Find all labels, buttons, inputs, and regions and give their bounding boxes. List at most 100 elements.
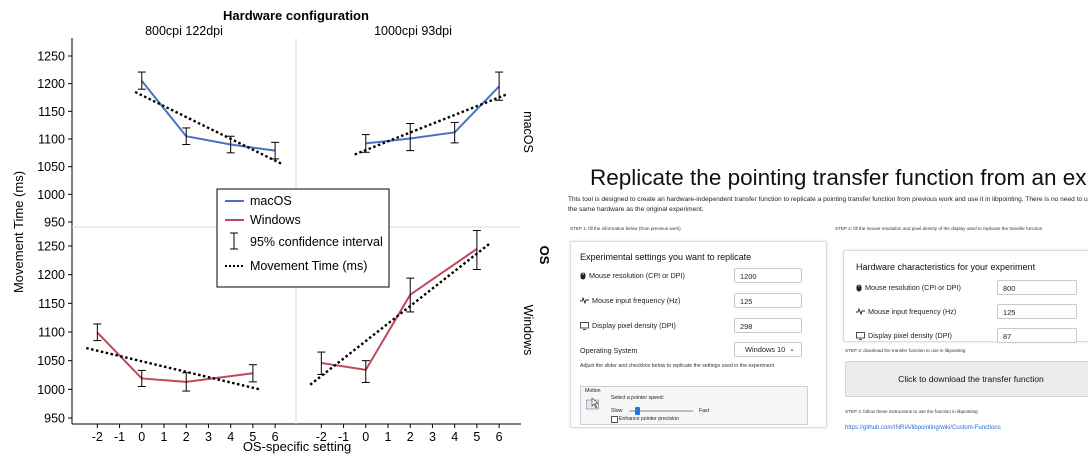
series-line bbox=[365, 85, 500, 145]
series-line bbox=[96, 331, 254, 383]
y-tick-label: 1150 bbox=[38, 105, 65, 119]
exp-os-label: Operating System bbox=[580, 346, 638, 355]
x-tick-label: 1 bbox=[385, 430, 392, 444]
exp-pixel-density-text: Display pixel density (DPI) bbox=[592, 321, 676, 330]
legend-box bbox=[216, 188, 390, 288]
experimental-settings-card: Experimental settings you want to replic… bbox=[570, 241, 827, 428]
error-bar bbox=[472, 230, 481, 271]
intro-text: This tool is designed to create an hardw… bbox=[568, 196, 1088, 213]
error-bar bbox=[137, 369, 146, 387]
y-tick-label: 1000 bbox=[37, 383, 65, 397]
experimental-settings-title: Experimental settings you want to replic… bbox=[580, 252, 752, 262]
error-bar bbox=[361, 360, 370, 383]
y-tick-label: 950 bbox=[44, 412, 65, 426]
enhance-precision-checkbox[interactable] bbox=[611, 416, 618, 423]
y-tick-label: 1050 bbox=[37, 160, 65, 174]
hw-input-frequency-label: Mouse input frequency (Hz) bbox=[856, 307, 956, 316]
download-transfer-function-button[interactable]: Click to download the transfer function bbox=[845, 361, 1088, 397]
pointer-speed-slider[interactable] bbox=[629, 406, 693, 415]
x-tick-label: 6 bbox=[496, 430, 503, 444]
exp-pixel-density-label: Display pixel density (DPI) bbox=[580, 321, 676, 330]
fit-line bbox=[309, 242, 491, 386]
motion-control-group: Motion Select a pointer speed: Slow Fast… bbox=[580, 386, 808, 425]
series-line bbox=[140, 80, 276, 152]
slider-slow-label: Slow bbox=[611, 408, 623, 414]
row-label-windows: Windows bbox=[521, 305, 535, 356]
slider-fast-label: Fast bbox=[699, 408, 710, 414]
row-label-macos: macOS bbox=[521, 111, 535, 153]
legend-ci-swatch bbox=[230, 232, 238, 250]
x-tick-label: -2 bbox=[92, 430, 103, 444]
y-tick-label: 1250 bbox=[37, 50, 65, 64]
x-tick-label: 4 bbox=[227, 430, 234, 444]
hw-input-frequency-text: Mouse input frequency (Hz) bbox=[868, 307, 957, 316]
monitor-icon bbox=[856, 331, 865, 340]
exp-adjust-note: Adjust the slider and checkbox below to … bbox=[580, 363, 775, 369]
x-axis-label: OS-specific setting bbox=[243, 439, 351, 454]
exp-pixel-density-input[interactable]: 298 bbox=[734, 318, 802, 333]
error-bar bbox=[137, 71, 146, 90]
chevron-down-icon: ⌄ bbox=[789, 346, 795, 353]
os-select-value: Windows 10 bbox=[745, 345, 786, 354]
x-tick-label: 4 bbox=[451, 430, 458, 444]
y-tick-label: 950 bbox=[44, 216, 65, 230]
exp-mouse-resolution-text: Mouse resolution (CPI or DPI) bbox=[589, 271, 685, 280]
pointer-speed-label: Select a pointer speed: bbox=[611, 395, 665, 401]
mouse-icon bbox=[856, 284, 862, 291]
hw-mouse-resolution-input[interactable]: 800 bbox=[997, 280, 1077, 295]
legend-windows-label: Windows bbox=[250, 213, 301, 227]
hw-input-frequency-input[interactable]: 125 bbox=[997, 304, 1077, 319]
data-marks bbox=[85, 71, 507, 392]
error-bar bbox=[248, 364, 257, 383]
x-tick-label: 2 bbox=[407, 430, 414, 444]
y-axis-label: Movement Time (ms) bbox=[11, 171, 26, 293]
x-tick-label: 0 bbox=[138, 430, 145, 444]
legend-macos-label: macOS bbox=[250, 194, 292, 208]
movement-time-chart: Hardware configuration 800cpi 122dpi 100… bbox=[11, 8, 552, 454]
exp-mouse-resolution-input[interactable]: 1200 bbox=[734, 268, 802, 283]
step-4-label: STEP 4: follow these instructions to use… bbox=[845, 409, 978, 414]
x-tick-label: 3 bbox=[429, 430, 436, 444]
exp-input-frequency-input[interactable]: 125 bbox=[734, 293, 802, 308]
error-bar bbox=[182, 127, 191, 146]
custom-functions-link[interactable]: https://github.com/INRIA/libpointing/wik… bbox=[845, 425, 1001, 431]
x-tick-label: 2 bbox=[183, 430, 190, 444]
step-3-label: STEP 3: download the transfer function t… bbox=[845, 348, 966, 353]
y-tick-label: 1100 bbox=[38, 133, 65, 147]
x-tick-label: -2 bbox=[316, 430, 327, 444]
enhance-precision-label: Enhance pointer precision bbox=[619, 416, 679, 422]
error-bar bbox=[406, 123, 415, 152]
legend-ci-label: 95% confidence interval bbox=[250, 235, 383, 249]
page-title: Replicate the pointing transfer function… bbox=[590, 165, 1088, 190]
exp-input-frequency-text: Mouse input frequency (Hz) bbox=[592, 296, 681, 305]
x-tick-label: -1 bbox=[114, 430, 125, 444]
error-bar bbox=[450, 121, 459, 144]
os-select[interactable]: Windows 10 ⌄ bbox=[734, 342, 802, 357]
pointer-speed-icon bbox=[586, 397, 599, 410]
pulse-icon bbox=[580, 297, 589, 304]
y-tick-label: 1250 bbox=[37, 240, 65, 254]
monitor-icon bbox=[580, 321, 589, 330]
pointer-speed-slider-thumb[interactable] bbox=[634, 406, 640, 415]
y-tick-label: 1200 bbox=[37, 77, 65, 91]
x-tick-label: 6 bbox=[272, 430, 279, 444]
series-line bbox=[321, 248, 478, 371]
y-tick-label: 1100 bbox=[38, 326, 65, 340]
facet-label-os: OS bbox=[537, 246, 552, 265]
step-1-label: STEP 1: fill the information below (from… bbox=[570, 226, 681, 231]
axes-layer: 9501000105011001150120012509501000105011… bbox=[37, 38, 521, 444]
pulse-icon bbox=[856, 308, 865, 315]
error-bar bbox=[495, 71, 504, 101]
error-bar bbox=[93, 323, 102, 342]
hw-pixel-density-text: Display pixel density (DPI) bbox=[868, 331, 952, 340]
hw-pixel-density-input[interactable]: 87 bbox=[997, 328, 1077, 343]
motion-legend: Motion bbox=[585, 388, 601, 394]
x-tick-label: 5 bbox=[249, 430, 256, 444]
hw-mouse-resolution-label: Mouse resolution (CPI or DPI) bbox=[856, 283, 961, 292]
transfer-function-tool: Replicate the pointing transfer function… bbox=[562, 0, 1088, 456]
fit-line bbox=[354, 93, 507, 156]
chart-title: Hardware configuration bbox=[223, 8, 369, 23]
step-2-label: STEP 2: fill the mouse resolution and pi… bbox=[835, 226, 1043, 231]
hw-pixel-density-label: Display pixel density (DPI) bbox=[856, 331, 952, 340]
config-label-left: 800cpi 122dpi bbox=[145, 24, 223, 38]
